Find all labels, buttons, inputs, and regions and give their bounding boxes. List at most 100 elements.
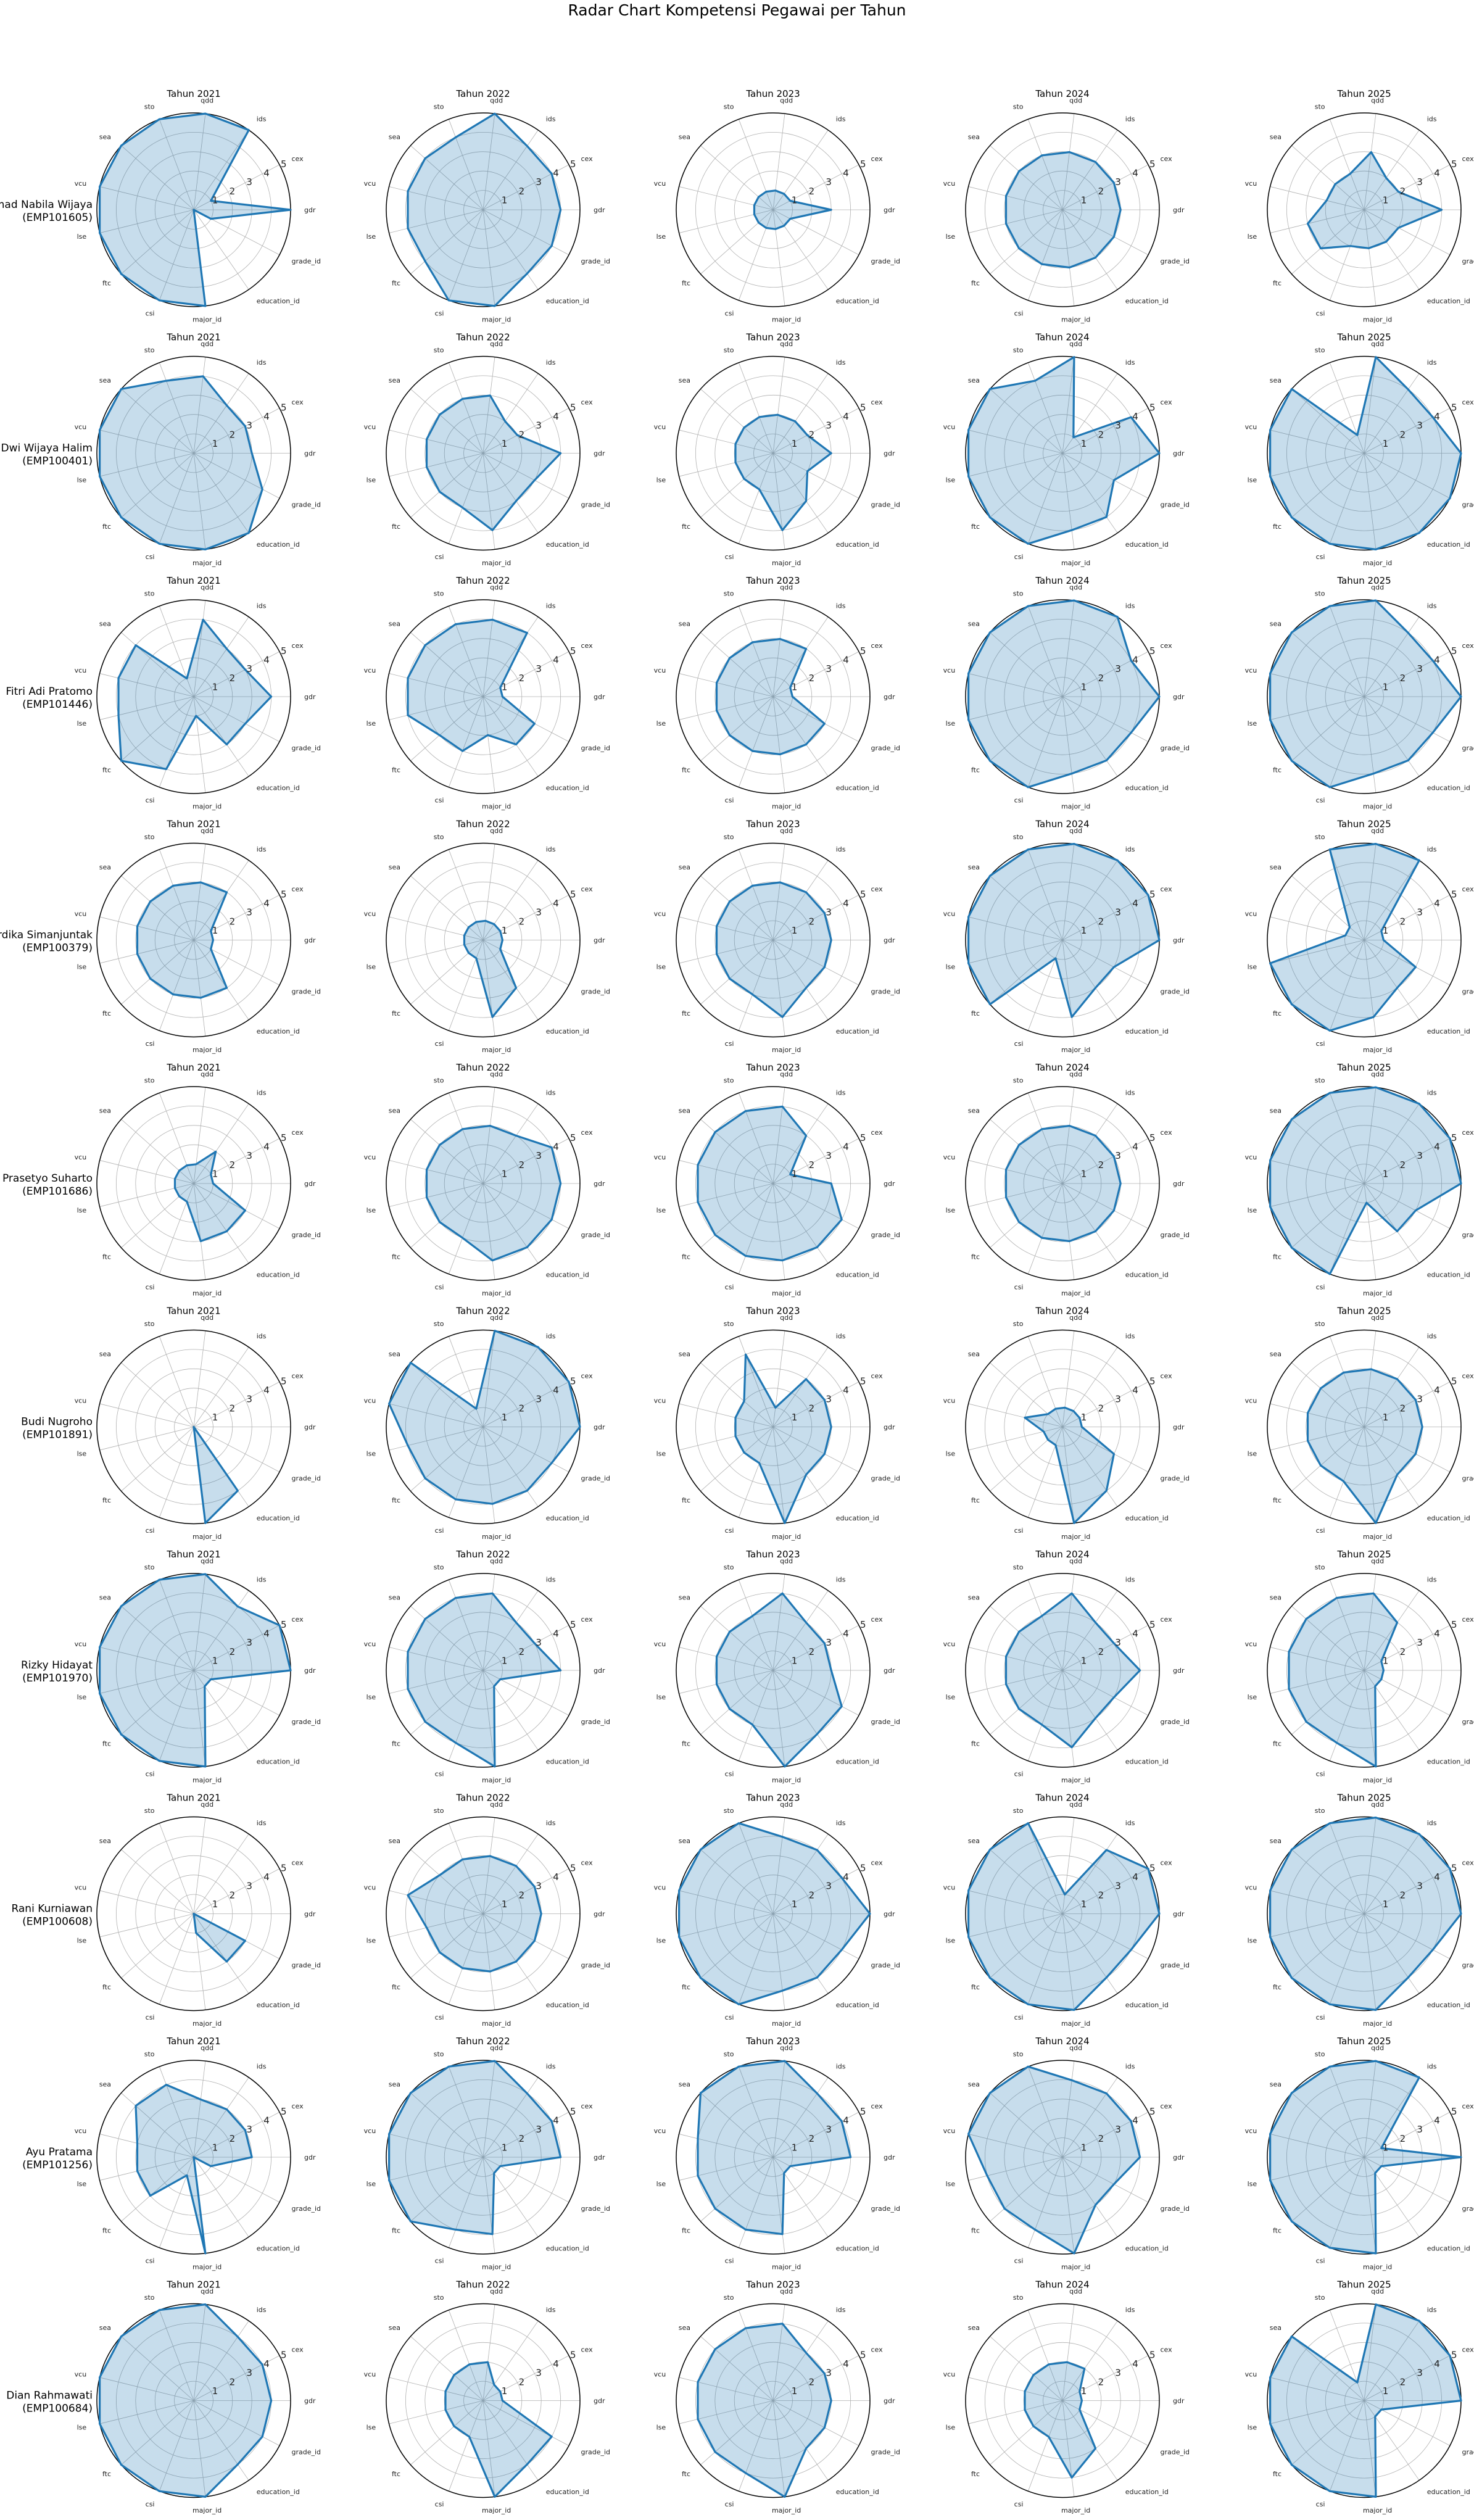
axis-label: csi: [1014, 1770, 1024, 1778]
axis-label: major_id: [772, 1046, 801, 1054]
axis-label: education_id: [546, 2244, 589, 2252]
polar-frame: [386, 2060, 581, 2255]
grid-spoke: [193, 696, 206, 793]
grid-spoke: [1027, 453, 1063, 544]
axis-label: education_id: [1427, 1514, 1470, 1522]
axis-label: grade_id: [292, 1475, 321, 1483]
axis-label: sto: [1013, 2050, 1024, 2058]
subplot-title: Tahun 2023: [745, 1549, 800, 1560]
axis-label: sto: [1013, 1807, 1024, 1815]
radial-tick-label: 2: [809, 2133, 815, 2144]
radial-tick-label: 5: [1451, 889, 1457, 900]
axis-label: ids: [546, 359, 556, 367]
grid-spoke: [448, 2310, 484, 2401]
axis-label: cex: [1462, 1859, 1474, 1867]
radial-tick-label: 4: [843, 898, 849, 909]
axis-label: lse: [1248, 476, 1257, 484]
grid-spoke: [1364, 1330, 1377, 1427]
axis-label: gdr: [884, 1910, 895, 1918]
grid-spoke: [1329, 362, 1365, 454]
grid-spoke: [1027, 696, 1063, 787]
radial-tick-label: 1: [1081, 1412, 1087, 1423]
grid-spoke: [99, 186, 194, 210]
radial-tick-label: 2: [230, 2133, 236, 2144]
series-line: [407, 1855, 542, 1973]
grid-spoke: [772, 1427, 829, 1507]
grid-spoke: [410, 453, 484, 518]
axis-label: grade_id: [871, 2448, 901, 2456]
grid-spoke: [968, 1890, 1063, 1914]
axis-label: cex: [871, 1129, 884, 1137]
grid-spoke: [389, 2134, 484, 2158]
axis-label: vcu: [1245, 180, 1257, 188]
axis-label: vcu: [654, 1397, 666, 1405]
axis-label: vcu: [943, 1884, 956, 1892]
axis-label: gdr: [884, 206, 895, 214]
grid-spoke: [1062, 1183, 1075, 1280]
axis-label: grade_id: [292, 1231, 321, 1239]
axis-label: sea: [99, 2324, 111, 2332]
axis-label: education_id: [257, 2488, 300, 2496]
grid-spoke: [193, 2400, 280, 2446]
axis-label: ftc: [392, 1009, 400, 1018]
axis-label: vcu: [943, 666, 956, 674]
axis-label: major_id: [482, 1290, 511, 1298]
axis-label: major_id: [1061, 2263, 1090, 2271]
axis-label: grade_id: [1161, 257, 1190, 265]
radial-tick-label: 1: [502, 1655, 508, 1666]
axis-label: ftc: [1273, 1253, 1281, 1261]
axis-label: lse: [77, 963, 87, 971]
grid-spoke: [448, 453, 484, 544]
grid-spoke: [1270, 1427, 1365, 1451]
grid-spoke: [448, 362, 484, 454]
grid-spoke: [159, 453, 194, 544]
radial-tick-label: 4: [553, 2358, 559, 2369]
axis-label: qdd: [490, 1557, 503, 1565]
axis-label: major_id: [1363, 559, 1392, 567]
series-area: [968, 1823, 1159, 2010]
radial-tick-label: 4: [1132, 1628, 1138, 1639]
axis-label: major_id: [1061, 1533, 1090, 1541]
axis-label: education_id: [836, 1027, 879, 1035]
axis-label: major_id: [1061, 2020, 1090, 2028]
radial-tick-label: 5: [1451, 402, 1457, 413]
axis-label: lse: [946, 963, 956, 971]
axis-label: ids: [546, 602, 556, 610]
axis-label: csi: [146, 2500, 155, 2508]
radial-tick-label: 2: [230, 1889, 236, 1900]
polar-frame: [676, 842, 871, 1038]
grid-spoke: [1364, 1590, 1420, 1671]
radial-tick-label: 3: [246, 1881, 252, 1892]
polar-frame: [676, 2060, 871, 2255]
grid-spoke: [1270, 1913, 1365, 1938]
series-line: [697, 2060, 852, 2236]
axis-label: ids: [1125, 602, 1135, 610]
grid-spoke: [448, 1580, 484, 1671]
grid-spoke: [1027, 209, 1063, 300]
grid-spoke: [482, 2400, 569, 2446]
grid-spoke: [772, 696, 859, 742]
axis-label: ftc: [102, 1496, 111, 1504]
axis-label: ids: [1427, 602, 1437, 610]
grid-spoke: [738, 453, 774, 544]
polar-frame: [96, 355, 291, 551]
polar-frame: [1267, 842, 1462, 1038]
axis-label: gdr: [594, 937, 605, 945]
grid-spoke: [1291, 1362, 1365, 1427]
axis-label: ids: [836, 2063, 846, 2071]
grid-spoke: [193, 453, 206, 550]
axis-label: ftc: [102, 280, 111, 288]
radial-tick-label: 5: [1451, 1132, 1457, 1143]
axis-label: ftc: [682, 2227, 690, 2235]
grid-spoke: [1329, 849, 1365, 940]
axis-label: education_id: [257, 1270, 300, 1279]
axis-label: vcu: [1245, 1153, 1257, 1161]
grid-spoke: [968, 2157, 1063, 2181]
axis-label: sto: [144, 2294, 155, 2302]
radial-tick-label: 2: [809, 1403, 815, 1414]
employee-name: Ahmad Nabila Wijaya: [0, 199, 93, 211]
axis-label: ftc: [1273, 1009, 1281, 1018]
axis-label: education_id: [1125, 1027, 1169, 1035]
grid-spoke: [1364, 1427, 1451, 1472]
grid-spoke: [1027, 1093, 1063, 1184]
